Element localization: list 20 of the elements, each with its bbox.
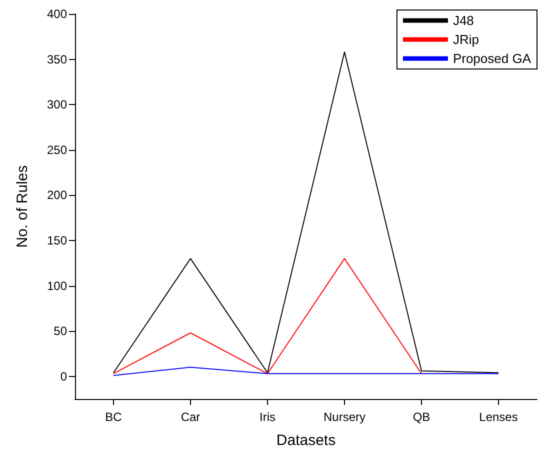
y-tick-label: 100 bbox=[46, 278, 68, 293]
legend-label: JRip bbox=[452, 32, 479, 47]
x-tick-label: Car bbox=[180, 410, 200, 424]
y-tick-label: 250 bbox=[46, 142, 68, 157]
x-tick-label: Nursery bbox=[323, 410, 366, 424]
y-tick-label: 150 bbox=[46, 233, 68, 248]
x-tick-label: BC bbox=[105, 410, 122, 424]
y-tick-label: 300 bbox=[46, 98, 68, 112]
y-tick-label: 0 bbox=[60, 369, 68, 384]
x-axis-title: Datasets bbox=[276, 432, 336, 449]
legend-label: J48 bbox=[452, 13, 474, 28]
x-tick-label: Iris bbox=[260, 410, 276, 424]
y-tick-label: 400 bbox=[46, 7, 68, 21]
y-tick-label: 50 bbox=[54, 324, 68, 338]
x-tick-label: Lenses bbox=[479, 410, 518, 424]
y-axis-title: No. of Rules bbox=[14, 165, 31, 248]
y-tick-label: 200 bbox=[46, 188, 68, 202]
legend-label: Proposed GA bbox=[452, 51, 532, 66]
y-tick-label: 350 bbox=[46, 52, 68, 66]
x-tick-label: QB bbox=[412, 410, 430, 424]
